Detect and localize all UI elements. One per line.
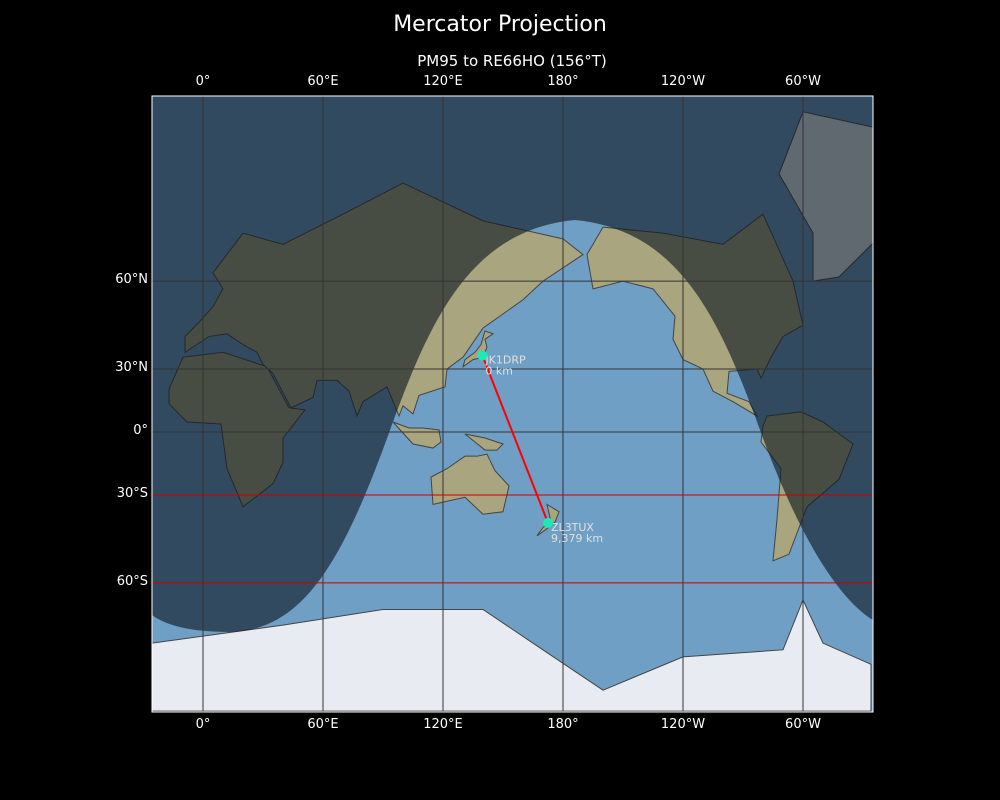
- map-subtitle: PM95 to RE66HO (156°T): [417, 52, 607, 70]
- lon-tick-label-top: 120°E: [423, 74, 463, 89]
- lon-tick-label-bottom: 60°W: [785, 717, 821, 732]
- graticule: [152, 96, 873, 712]
- lon-tick-label-bottom: 120°W: [660, 717, 706, 732]
- lat-tick-label: 0°: [133, 423, 148, 438]
- lon-tick-label-top: 60°E: [307, 74, 339, 89]
- station-callsign: JK1DRP: [484, 353, 526, 366]
- lat-tick-label: 30°S: [116, 485, 148, 501]
- lat-tick-label: 60°N: [115, 272, 148, 288]
- lat-tick-label: 30°N: [115, 360, 148, 376]
- station-marker[interactable]: [477, 350, 488, 361]
- path-line: [481, 355, 549, 524]
- figure-title: Mercator Projection: [393, 12, 607, 37]
- station-marker[interactable]: [543, 517, 553, 528]
- station-distance: 9,379 km: [551, 532, 603, 545]
- landmass-australia: [430, 453, 510, 515]
- lon-tick-label-top: 60°W: [785, 74, 821, 89]
- lat-tick-label: 60°S: [116, 573, 148, 589]
- lon-tick-label-top: 0°: [195, 74, 211, 89]
- landmass-antarctica: [152, 598, 872, 712]
- lon-tick-label-bottom: 180°: [547, 717, 579, 732]
- lon-tick-label-bottom: 60°E: [307, 717, 339, 732]
- landmass-indonesia: [392, 421, 442, 449]
- landmass-newguinea: [464, 433, 504, 451]
- map-frame: [151, 95, 874, 713]
- night-shading: [152, 96, 873, 632]
- lon-tick-label-bottom: 120°E: [423, 717, 463, 732]
- lon-tick-label-bottom: 0°: [195, 717, 211, 732]
- station-callsign: ZL3TUX: [551, 521, 594, 534]
- lon-tick-label-top: 120°W: [660, 74, 706, 89]
- station-distance: 0 km: [485, 364, 513, 377]
- great-circle-path: [481, 355, 549, 524]
- lon-tick-label-top: 180°: [547, 74, 579, 89]
